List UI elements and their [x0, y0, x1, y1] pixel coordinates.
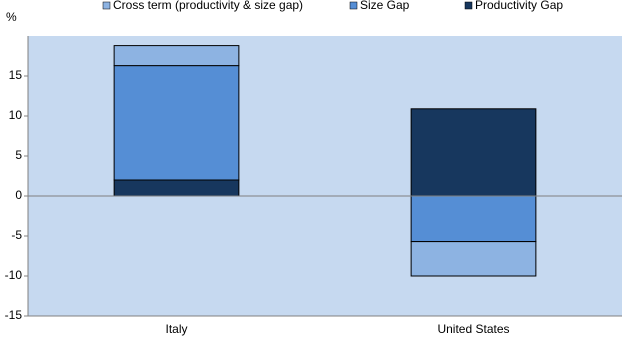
bar-segment: [113, 45, 240, 67]
bar-segment: [113, 65, 240, 181]
y-tick-label: 15: [9, 68, 23, 82]
bar-segment: [410, 108, 537, 197]
legend-swatch: [102, 1, 111, 10]
x-tick-label: Italy: [165, 322, 187, 336]
legend-label: Productivity Gap: [475, 0, 563, 12]
legend-swatch: [464, 1, 473, 10]
y-tick-label: 10: [9, 108, 23, 122]
legend-swatch: [349, 1, 358, 10]
legend-label: Size Gap: [360, 0, 410, 12]
y-tick-label: -15: [5, 308, 23, 322]
x-tick-label: United States: [437, 322, 509, 336]
legend-label: Cross term (productivity & size gap): [113, 0, 303, 12]
y-tick-label: -5: [11, 228, 22, 242]
y-tick-label: -10: [5, 268, 23, 282]
y-axis-label: %: [6, 10, 17, 24]
bar-segment: [410, 241, 537, 277]
y-tick-label: 5: [15, 148, 22, 162]
y-tick-label: 0: [15, 188, 22, 202]
bar-segment: [113, 179, 240, 197]
bar-segment: [410, 195, 537, 243]
